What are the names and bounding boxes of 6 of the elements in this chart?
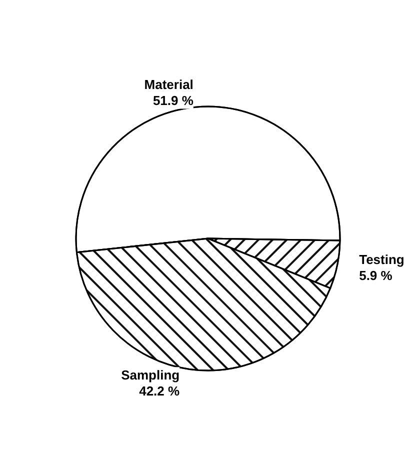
data-label: 51.9 % bbox=[152, 93, 194, 108]
slice-label: Sampling bbox=[121, 368, 180, 383]
slice-label: Testing bbox=[359, 252, 404, 268]
data-label: 42.2 % bbox=[139, 384, 180, 399]
slice-label: Material bbox=[144, 77, 194, 92]
data-label: 5.9 % bbox=[359, 268, 393, 284]
